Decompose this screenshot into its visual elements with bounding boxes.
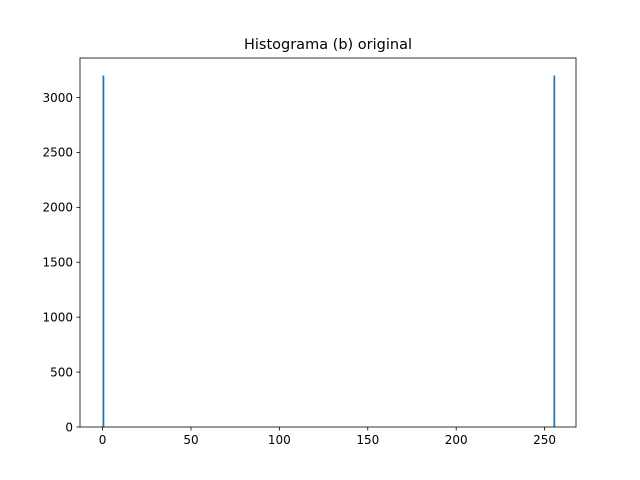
y-tick-label: 0 [65,420,73,434]
x-tick-label: 50 [183,433,198,447]
y-tick-label: 3000 [42,91,73,105]
y-tick-label: 2000 [42,201,73,215]
x-tick-label: 250 [533,433,556,447]
y-tick-label: 500 [50,365,73,379]
x-tick-label: 100 [268,433,291,447]
x-tick-label: 0 [99,433,107,447]
x-tick-label: 150 [356,433,379,447]
axes-frame [79,57,577,428]
chart-title: Histograma (b) original [244,37,412,53]
y-tick-label: 2500 [42,146,73,160]
histogram-bar [102,75,105,428]
y-tick-label: 1500 [42,256,73,270]
histogram-bar [553,75,556,428]
x-tick-label: 200 [445,433,468,447]
y-tick-label: 1000 [42,310,73,324]
